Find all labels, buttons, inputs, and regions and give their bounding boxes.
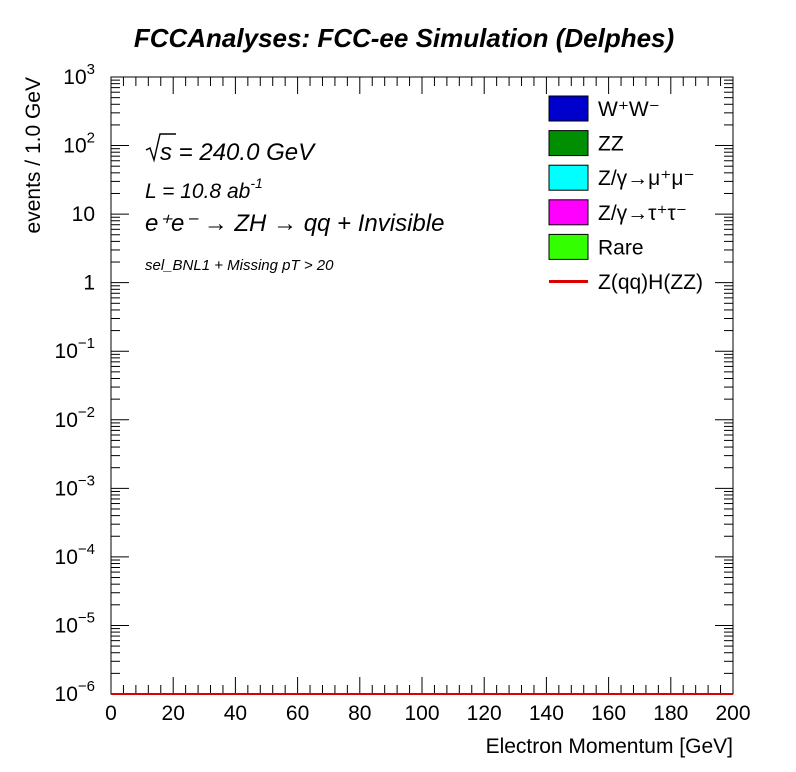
y-tick-exponent: 3	[87, 61, 95, 78]
y-tick-exponent: −2	[78, 404, 95, 421]
x-tick-label: 200	[715, 702, 750, 725]
legend-swatch	[548, 95, 589, 122]
y-axis-label: events / 1.0 GeV	[22, 77, 45, 233]
lumi-annotation: L = 10.8 ab-1	[145, 175, 263, 203]
y-tick-base: 10	[55, 340, 78, 363]
axis-ticks	[110, 76, 734, 695]
y-tick-exponent: −3	[78, 472, 95, 489]
y-tick-exponent: −1	[78, 335, 95, 352]
x-axis-label: Electron Momentum [GeV]	[486, 735, 733, 758]
annotations: s = 240.0 GeV L = 10.8 ab-1 e⁺e⁻ → ZH → …	[145, 133, 444, 274]
y-tick-base: 10	[55, 409, 78, 432]
y-tick-base: 10	[55, 546, 78, 569]
y-tick-exponent: 2	[87, 130, 95, 147]
selection-annotation: sel_BNL1 + Missing pT > 20	[145, 257, 334, 274]
x-tick-label: 160	[591, 702, 626, 725]
y-tick-exponent: −5	[78, 609, 95, 626]
y-tick-label: 10−3	[55, 472, 95, 500]
svg-text:s = 240.0 GeV: s = 240.0 GeV	[160, 139, 316, 166]
energy-symbol: s	[160, 139, 172, 166]
plot-frame	[110, 76, 734, 695]
legend: W⁺W⁻ ZZ Z/γ→μ⁺μ⁻ Z/γ→τ⁺τ⁻ Rare Z(qq)H(ZZ)	[548, 95, 703, 294]
y-tick-exponent: −6	[78, 678, 95, 695]
y-tick-label: 10	[72, 203, 95, 226]
sqrt-sign	[145, 133, 176, 163]
x-tick-label: 180	[653, 702, 688, 725]
energy-value: = 240.0 GeV	[172, 139, 316, 166]
y-tick-label: 10−5	[55, 609, 95, 637]
energy-annotation: s = 240.0 GeV	[145, 133, 316, 166]
y-tick-label: 10−2	[55, 404, 95, 432]
y-tick-base: 10	[55, 477, 78, 500]
y-tick-label: 1	[83, 272, 95, 295]
legend-label: Rare	[598, 236, 644, 259]
y-tick-base: 10	[72, 203, 95, 226]
y-tick-label: 10−1	[55, 335, 95, 363]
legend-swatch	[548, 199, 589, 226]
x-tick-label: 60	[286, 702, 309, 725]
y-tick-label: 10−6	[55, 678, 95, 706]
lumi-exponent: -1	[250, 175, 262, 191]
y-tick-base: 10	[63, 66, 86, 89]
y-tick-label: 103	[63, 61, 95, 89]
legend-label: W⁺W⁻	[598, 98, 660, 121]
x-tick-label: 120	[467, 702, 502, 725]
x-tick-label: 140	[529, 702, 564, 725]
legend-label: Z/γ→μ⁺μ⁻	[598, 167, 695, 190]
y-tick-exponent: −4	[78, 541, 95, 558]
chart-title: FCCAnalyses: FCC-ee Simulation (Delphes)	[134, 23, 674, 53]
x-tick-label: 80	[348, 702, 371, 725]
legend-label: Z/γ→τ⁺τ⁻	[598, 202, 687, 225]
y-tick-base: 1	[83, 272, 95, 295]
x-tick-label: 20	[162, 702, 185, 725]
lumi-text: L = 10.8 ab	[145, 180, 251, 203]
y-tick-base: 10	[63, 135, 86, 158]
legend-label: Z(qq)H(ZZ)	[598, 271, 703, 294]
x-tick-label: 40	[224, 702, 247, 725]
legend-swatch	[548, 130, 589, 157]
x-tick-label: 100	[404, 702, 439, 725]
legend-swatch	[548, 233, 589, 260]
legend-swatch	[548, 164, 589, 191]
y-tick-base: 10	[55, 614, 78, 637]
process-annotation: e⁺e⁻ → ZH → qq + Invisible	[145, 210, 444, 237]
x-tick-labels: 0 20 40 60 80 100 120 140 160 180 200	[105, 702, 750, 725]
y-tick-base: 10	[55, 683, 78, 706]
y-tick-label: 102	[63, 130, 95, 158]
x-tick-label: 0	[105, 702, 117, 725]
y-tick-label: 10−4	[55, 541, 95, 569]
legend-label: ZZ	[598, 133, 624, 156]
